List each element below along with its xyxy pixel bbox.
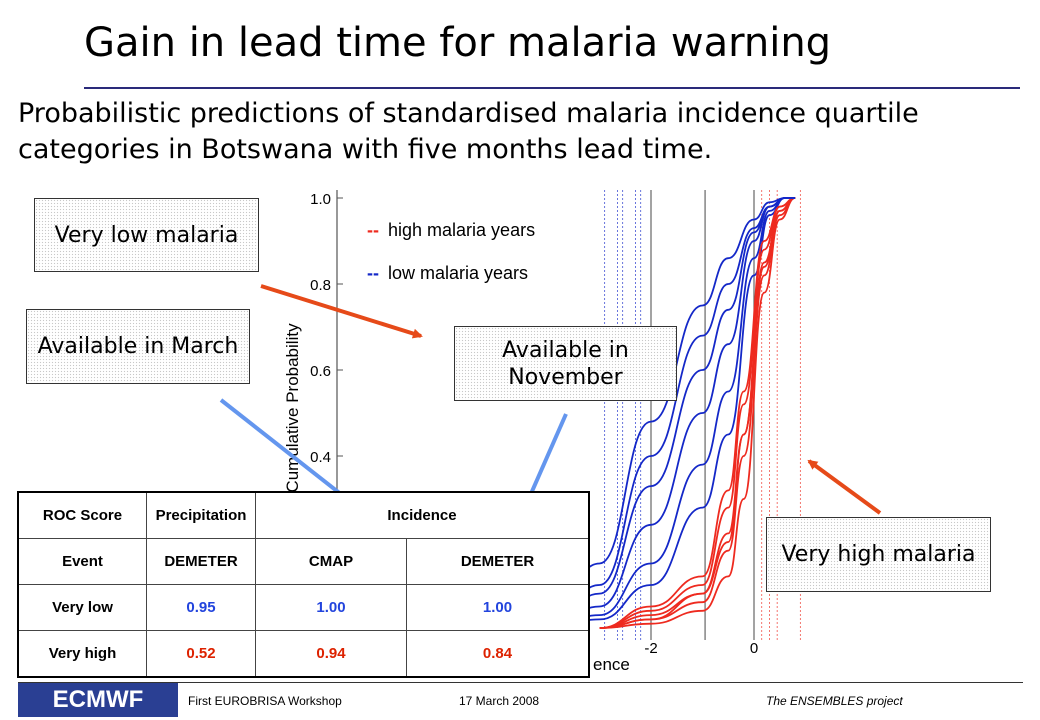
low-malaria-curve <box>547 197 786 629</box>
table-cell-event: Very high <box>17 630 147 678</box>
table-header-row: ROC Score Precipitation Incidence <box>17 491 590 539</box>
x-axis-label: ence <box>593 655 630 674</box>
chart-gridlines <box>604 190 801 640</box>
very-low-malaria-label: Very low malaria <box>54 222 239 248</box>
title-rule <box>84 87 1020 89</box>
table-cell-value: 0.84 <box>406 630 590 678</box>
low-malaria-curve <box>547 197 785 621</box>
y-tick-label: 1.0 <box>310 191 331 208</box>
table-row: Very high 0.52 0.94 0.84 <box>17 630 590 678</box>
high-malaria-curve <box>599 197 796 629</box>
ecmwf-logo: ECMWF <box>18 683 178 717</box>
table-header-row: Event DEMETER CMAP DEMETER <box>17 538 590 585</box>
slide-title: Gain in lead time for malaria warning <box>84 20 832 66</box>
table-header-cell: CMAP <box>255 538 407 585</box>
chart-legend: -- high malaria years -- low malaria years <box>367 220 535 283</box>
available-november-callout: Available in November <box>454 326 677 401</box>
available-march-label: Available in March <box>37 334 239 359</box>
low-malaria-curve <box>547 197 786 629</box>
very-high-arrow <box>807 459 882 515</box>
table-cell-value: 0.52 <box>146 630 256 678</box>
legend-marker: -- <box>367 220 379 240</box>
roc-score-table: ROC Score Precipitation Incidence Event … <box>17 491 590 678</box>
high-malaria-curve <box>599 197 796 629</box>
table-header-cell: DEMETER <box>146 538 256 585</box>
very-low-malaria-callout: Very low malaria <box>34 198 259 272</box>
table-header-cell: ROC Score <box>17 491 147 539</box>
chart-curves <box>547 197 796 629</box>
chart-axes: 1.0 0.8 0.6 0.4 -2 0 <box>310 190 758 657</box>
table-header-cell: Event <box>17 538 147 585</box>
very-high-malaria-label: Very high malaria <box>781 542 976 567</box>
table-cell-value: 1.00 <box>255 584 407 631</box>
legend-marker: -- <box>367 263 379 283</box>
y-tick-label: 0.6 <box>310 363 331 380</box>
footer-project: The ENSEMBLES project <box>766 694 903 708</box>
table-header-cell: DEMETER <box>406 538 590 585</box>
available-november-label: Available in November <box>502 337 629 390</box>
y-tick-label: 0.4 <box>310 449 331 466</box>
table-cell-event: Very low <box>17 584 147 631</box>
callout-arrows <box>219 284 882 523</box>
low-malaria-curve <box>547 197 786 629</box>
table-row: Very low 0.95 1.00 1.00 <box>17 584 590 631</box>
table-cell-value: 0.95 <box>146 584 256 631</box>
y-axis-label: Cumulative Probability <box>283 323 302 493</box>
footer-workshop: First EUROBRISA Workshop <box>188 694 342 708</box>
table-header-cell: Incidence <box>255 491 590 539</box>
logo-text: ECMWF <box>52 686 144 713</box>
high-malaria-curve <box>599 197 796 629</box>
very-low-arrow <box>260 284 423 339</box>
table-cell-value: 1.00 <box>406 584 590 631</box>
available-march-callout: Available in March <box>26 309 250 384</box>
very-high-malaria-callout: Very high malaria <box>766 517 991 592</box>
legend-label: high malaria years <box>388 220 535 240</box>
table-cell-value: 0.94 <box>255 630 407 678</box>
legend-label: low malaria years <box>388 263 528 283</box>
y-tick-label: 0.8 <box>310 277 331 294</box>
x-tick-label: 0 <box>750 640 758 657</box>
footer-rule <box>18 682 1023 683</box>
table-header-cell: Precipitation <box>146 491 256 539</box>
x-tick-label: -2 <box>644 640 657 657</box>
footer-date: 17 March 2008 <box>459 694 540 708</box>
slide-subtitle: Probabilistic predictions of standardise… <box>18 98 919 165</box>
